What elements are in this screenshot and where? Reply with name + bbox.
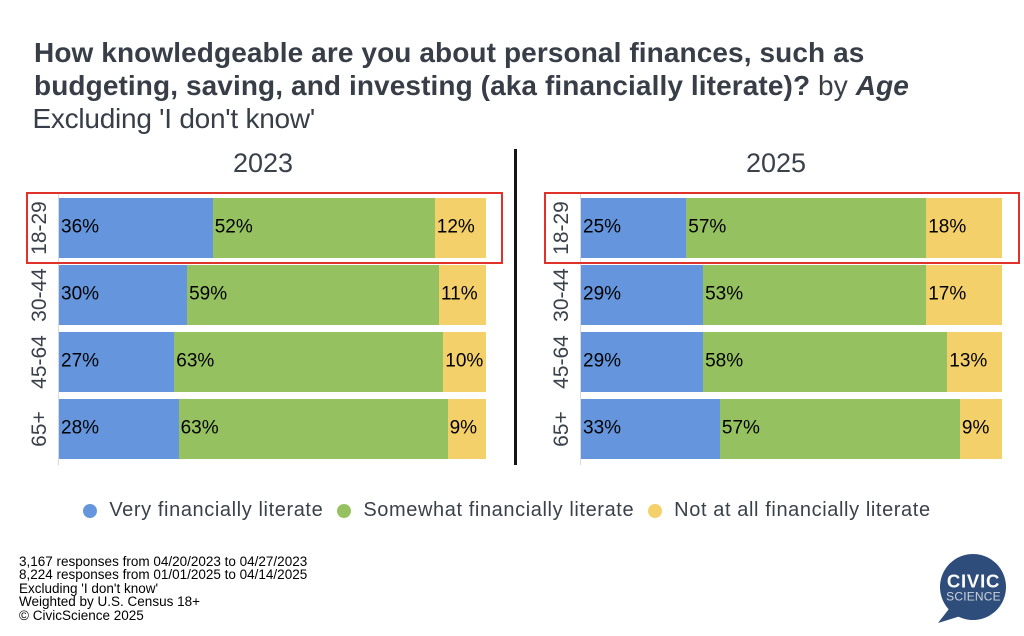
svg-text:CIVIC: CIVIC: [947, 571, 1000, 592]
svg-text:SCIENCE: SCIENCE: [946, 589, 1001, 603]
